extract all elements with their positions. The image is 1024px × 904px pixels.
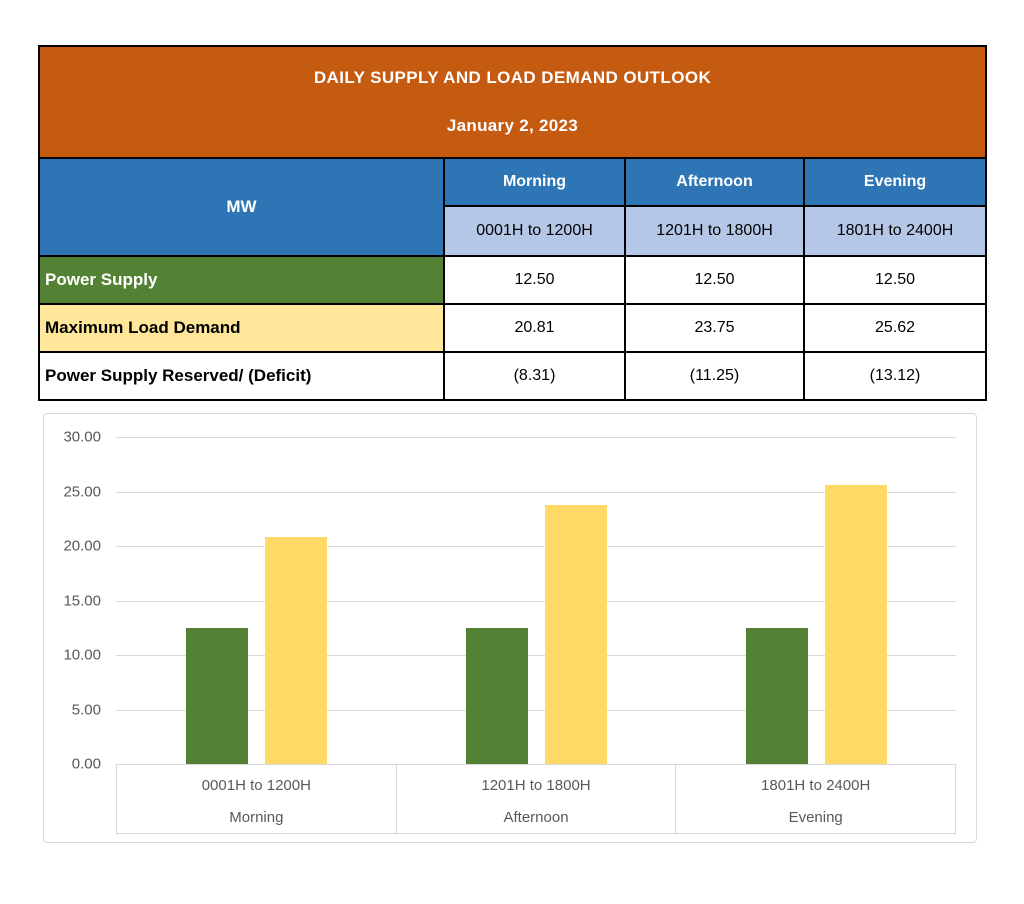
bar-maximum-load-demand: [264, 537, 327, 764]
table-header-cell: DAILY SUPPLY AND LOAD DEMAND OUTLOOK Jan…: [37, 45, 988, 159]
x-category-morning: 0001H to 1200H Morning: [117, 765, 396, 833]
chart-gridline: [116, 491, 956, 493]
y-axis-tick-label: 25.00: [63, 483, 101, 500]
x-label-period-afternoon: Afternoon: [503, 809, 569, 826]
reserve-morning: (8.31): [443, 351, 626, 401]
chart-gridline: [116, 709, 956, 711]
y-axis-tick-label: 5.00: [71, 701, 101, 718]
unit-header-cell: MW: [38, 157, 445, 257]
chart-plot-area: [116, 437, 956, 764]
table-row-power-supply: Power Supply 12.50 12.50 12.50: [38, 255, 988, 305]
y-axis-tick-label: 30.00: [63, 428, 101, 446]
chart-gridline: [116, 655, 956, 656]
table-row-max-load-demand: Maximum Load Demand 20.81 23.75 25.62: [38, 303, 988, 353]
table-title-row: DAILY SUPPLY AND LOAD DEMAND OUTLOOK Jan…: [37, 45, 988, 159]
period-header-row: MW Morning Afternoon Evening: [38, 157, 988, 257]
supply-demand-table: DAILY SUPPLY AND LOAD DEMAND OUTLOOK Jan…: [37, 45, 988, 401]
x-label-hours-morning: 0001H to 1200H: [201, 777, 311, 794]
table-row-reserve-deficit: Power Supply Reserved/ (Deficit) (8.31) …: [38, 351, 988, 401]
row-label-power-supply: Power Supply: [38, 255, 445, 305]
x-category-evening: 1801H to 2400H Evening: [675, 765, 955, 833]
x-label-period-evening: Evening: [788, 809, 843, 826]
bar-power-supply: [185, 627, 248, 764]
power-supply-evening: 12.50: [802, 255, 988, 305]
x-label-period-morning: Morning: [229, 809, 284, 826]
x-label-hours-afternoon: 1201H to 1800H: [481, 777, 591, 794]
y-axis-tick-label: 0.00: [71, 755, 101, 773]
chart-x-axis: 0001H to 1200H Morning 1201H to 1800H Af…: [116, 764, 956, 834]
power-supply-afternoon: 12.50: [624, 255, 805, 305]
chart-gridline: [116, 600, 956, 602]
reserve-afternoon: (11.25): [624, 351, 805, 401]
period-header-evening: Evening: [802, 157, 988, 207]
chart-gridline: [116, 546, 956, 547]
period-header-afternoon: Afternoon: [624, 157, 805, 207]
reserve-evening: (13.12): [802, 351, 988, 401]
y-axis-tick-label: 20.00: [63, 537, 101, 555]
chart-y-axis: 0.00 5.00 10.00 15.00 20.00 25.00 30.00: [44, 429, 101, 773]
period-header-morning: Morning: [443, 157, 626, 207]
hours-afternoon: 1201H to 1800H: [624, 205, 805, 257]
y-axis-tick-label: 10.00: [63, 646, 101, 664]
hours-header-row: 0001H to 1200H 1201H to 1800H 1801H to 2…: [39, 205, 988, 257]
row-label-max-load-demand: Maximum Load Demand: [38, 303, 445, 353]
y-axis-tick-label: 15.00: [63, 592, 101, 609]
chart-gridline: [116, 437, 956, 438]
bar-maximum-load-demand: [544, 505, 607, 764]
max-load-morning: 20.81: [443, 303, 626, 353]
hours-evening: 1801H to 2400H: [802, 205, 988, 257]
bar-maximum-load-demand: [824, 484, 887, 764]
bar-power-supply: [745, 627, 808, 764]
table-title: DAILY SUPPLY AND LOAD DEMAND OUTLOOK: [313, 68, 712, 87]
power-supply-morning: 12.50: [443, 255, 626, 305]
x-category-afternoon: 1201H to 1800H Afternoon: [395, 765, 676, 833]
x-label-hours-evening: 1801H to 2400H: [761, 777, 871, 794]
max-load-evening: 25.62: [802, 303, 988, 353]
bar-power-supply: [465, 627, 528, 764]
max-load-afternoon: 23.75: [624, 303, 805, 353]
hours-morning: 0001H to 1200H: [443, 205, 626, 257]
bar-chart: 0.00 5.00 10.00 15.00 20.00 25.00 30.00 0001H …: [43, 413, 977, 843]
table-date: January 2, 2023: [446, 116, 579, 135]
row-label-reserve-deficit: Power Supply Reserved/ (Deficit): [38, 351, 445, 401]
